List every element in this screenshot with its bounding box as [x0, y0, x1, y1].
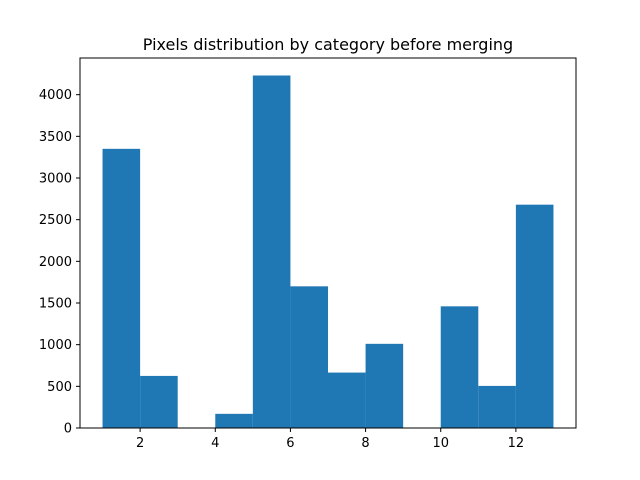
- y-tick-label: 1500: [39, 297, 72, 312]
- bar-4: [215, 413, 253, 428]
- bar-7: [328, 372, 366, 428]
- y-tick-label: 500: [47, 380, 72, 395]
- x-tick-label: 2: [136, 436, 144, 451]
- bar-11: [478, 385, 516, 428]
- y-tick-label: 3500: [39, 130, 72, 145]
- bar-1: [102, 148, 141, 429]
- x-tick-label: 6: [286, 436, 294, 451]
- y-tick-label: 0: [64, 422, 72, 437]
- y-tick-label: 4000: [39, 88, 72, 103]
- bar-6: [290, 286, 328, 428]
- x-axis-ticks: 2 4 6 8 10 12: [136, 428, 524, 451]
- bar-5: [252, 75, 291, 428]
- y-tick-label: 2500: [39, 213, 72, 228]
- x-tick-label: 10: [432, 436, 449, 451]
- x-tick-label: 8: [361, 436, 369, 451]
- chart-title: Pixels distribution by category before m…: [143, 35, 513, 54]
- y-tick-label: 3000: [39, 172, 72, 187]
- x-tick-label: 4: [211, 436, 219, 451]
- bar-10: [440, 306, 479, 428]
- bar-8: [365, 343, 404, 428]
- y-axis-ticks: 0 500 1000 1500 2000 2500 3000 3500 4000: [39, 88, 80, 437]
- bar-12: [515, 204, 554, 428]
- x-tick-label: 12: [508, 436, 525, 451]
- y-tick-label: 1000: [39, 338, 72, 353]
- plot-frame: [79, 57, 577, 429]
- y-tick-label: 2000: [39, 255, 72, 270]
- bar-2: [140, 375, 178, 428]
- bars-group: [102, 75, 554, 429]
